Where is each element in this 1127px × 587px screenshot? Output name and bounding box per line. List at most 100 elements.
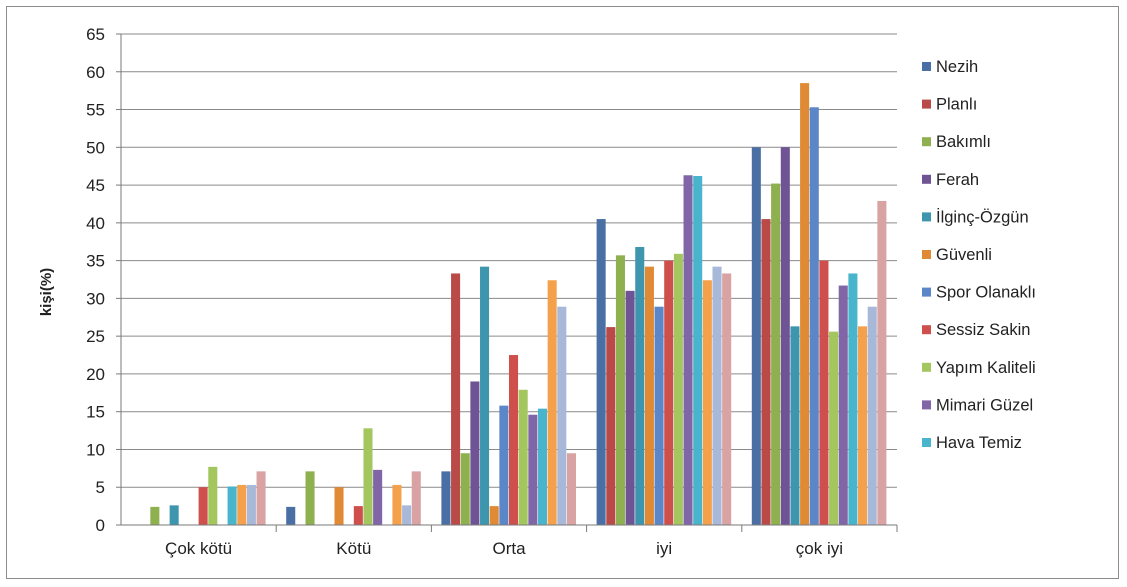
bar	[402, 505, 412, 525]
legend-label: Nezih	[936, 58, 978, 76]
y-tick-label: 30	[86, 289, 105, 308]
bar	[470, 381, 480, 525]
legend-swatch	[922, 400, 931, 410]
bar	[334, 487, 344, 525]
bar	[150, 506, 160, 525]
axes	[120, 34, 898, 532]
bar	[877, 200, 887, 525]
bar	[635, 247, 645, 525]
bar	[606, 327, 616, 525]
legend-label: Hava Temiz	[936, 434, 1022, 452]
bar	[829, 331, 839, 525]
legend-swatch	[922, 212, 931, 222]
bar	[528, 414, 538, 525]
bar	[237, 484, 247, 525]
bar	[286, 506, 296, 525]
bar	[838, 285, 848, 525]
bar	[208, 466, 218, 525]
legend-label: Ferah	[936, 171, 979, 189]
bar	[712, 266, 722, 525]
x-tick-label: Çok kötü	[165, 539, 232, 558]
bar	[499, 405, 509, 525]
legend-swatch	[922, 99, 931, 109]
bar	[780, 147, 790, 526]
bar	[615, 255, 625, 525]
legend-swatch	[922, 438, 931, 447]
y-axis-label: kişi(%)	[38, 268, 55, 316]
y-tick-label: 25	[86, 327, 105, 346]
legend-label: Bakımlı	[936, 133, 991, 151]
bar	[451, 273, 461, 525]
bar	[722, 273, 732, 525]
bar	[441, 471, 451, 525]
bar	[557, 306, 567, 525]
bar	[227, 486, 237, 525]
bar	[596, 219, 606, 526]
bar	[305, 471, 315, 525]
gridlines	[121, 33, 897, 488]
bars	[150, 83, 887, 526]
bar	[751, 147, 761, 526]
bar	[411, 471, 421, 525]
x-tick-labels: Çok kötü Kötü Orta iyi çok iyi	[165, 539, 843, 558]
legend-label: Planlı	[936, 96, 977, 114]
bar	[625, 290, 635, 525]
bar	[480, 266, 490, 525]
bar	[702, 280, 712, 525]
bar	[547, 280, 557, 525]
bar	[693, 176, 703, 525]
y-tick-label: 55	[86, 101, 105, 120]
legend-swatch	[922, 287, 931, 297]
legend-label: Yapım Kaliteli	[936, 359, 1036, 377]
bar	[644, 266, 654, 525]
bar	[169, 505, 179, 525]
legend-label: Güvenli	[936, 246, 992, 264]
legend-label: Spor Olanaklı	[936, 284, 1036, 302]
y-tick-label: 10	[86, 440, 105, 459]
legend-label: Mimari Güzel	[936, 396, 1033, 414]
y-tick-label: 50	[86, 138, 105, 157]
bar	[858, 326, 868, 525]
legend-swatch	[922, 250, 931, 259]
grouped-bar-chart: 0 5 10 15 20 25 30 35 40 45 50 55 60 65 Çok kötü Kötü O…	[38, 25, 1036, 558]
y-tick-label: 60	[86, 63, 105, 82]
bar	[537, 408, 548, 525]
bar	[790, 326, 800, 525]
legend-label: Sessiz Sakin	[936, 321, 1030, 339]
bar	[392, 484, 402, 525]
bar	[673, 253, 683, 525]
bar	[819, 260, 829, 525]
bar	[771, 183, 781, 525]
y-tick-label: 35	[86, 252, 105, 271]
bar	[460, 453, 470, 525]
legend-swatch	[922, 362, 931, 372]
x-tick-label: çok iyi	[796, 539, 843, 558]
legend-swatch	[922, 174, 931, 184]
bar	[353, 506, 363, 525]
bar	[683, 175, 693, 525]
y-tick-label: 15	[86, 403, 105, 422]
bar	[800, 83, 810, 525]
bar	[867, 306, 877, 525]
bar	[198, 487, 208, 525]
chart-frame: 0 5 10 15 20 25 30 35 40 45 50 55 60 65 Çok kötü Kötü O…	[6, 6, 1119, 579]
bar	[654, 306, 664, 525]
bar	[566, 453, 576, 525]
y-tick-label: 5	[96, 478, 105, 497]
bar	[246, 484, 256, 525]
bar	[848, 273, 858, 525]
legend: Nezih Planlı Bakımlı Ferah İlginç-Özgün Güven…	[922, 58, 1036, 452]
bar	[761, 219, 771, 526]
bar	[518, 389, 528, 525]
y-tick-labels: 0 5 10 15 20 25 30 35 40 45 50 55 60 65	[86, 25, 121, 535]
legend-swatch	[922, 62, 931, 71]
bar	[363, 428, 373, 525]
x-tick-label: Kötü	[336, 539, 371, 558]
y-tick-label: 40	[86, 214, 105, 233]
bar	[373, 469, 383, 525]
legend-swatch	[922, 137, 931, 147]
x-tick-label: Orta	[492, 539, 526, 558]
legend-swatch	[922, 325, 931, 335]
bar	[256, 471, 266, 525]
y-tick-label: 45	[86, 176, 105, 195]
